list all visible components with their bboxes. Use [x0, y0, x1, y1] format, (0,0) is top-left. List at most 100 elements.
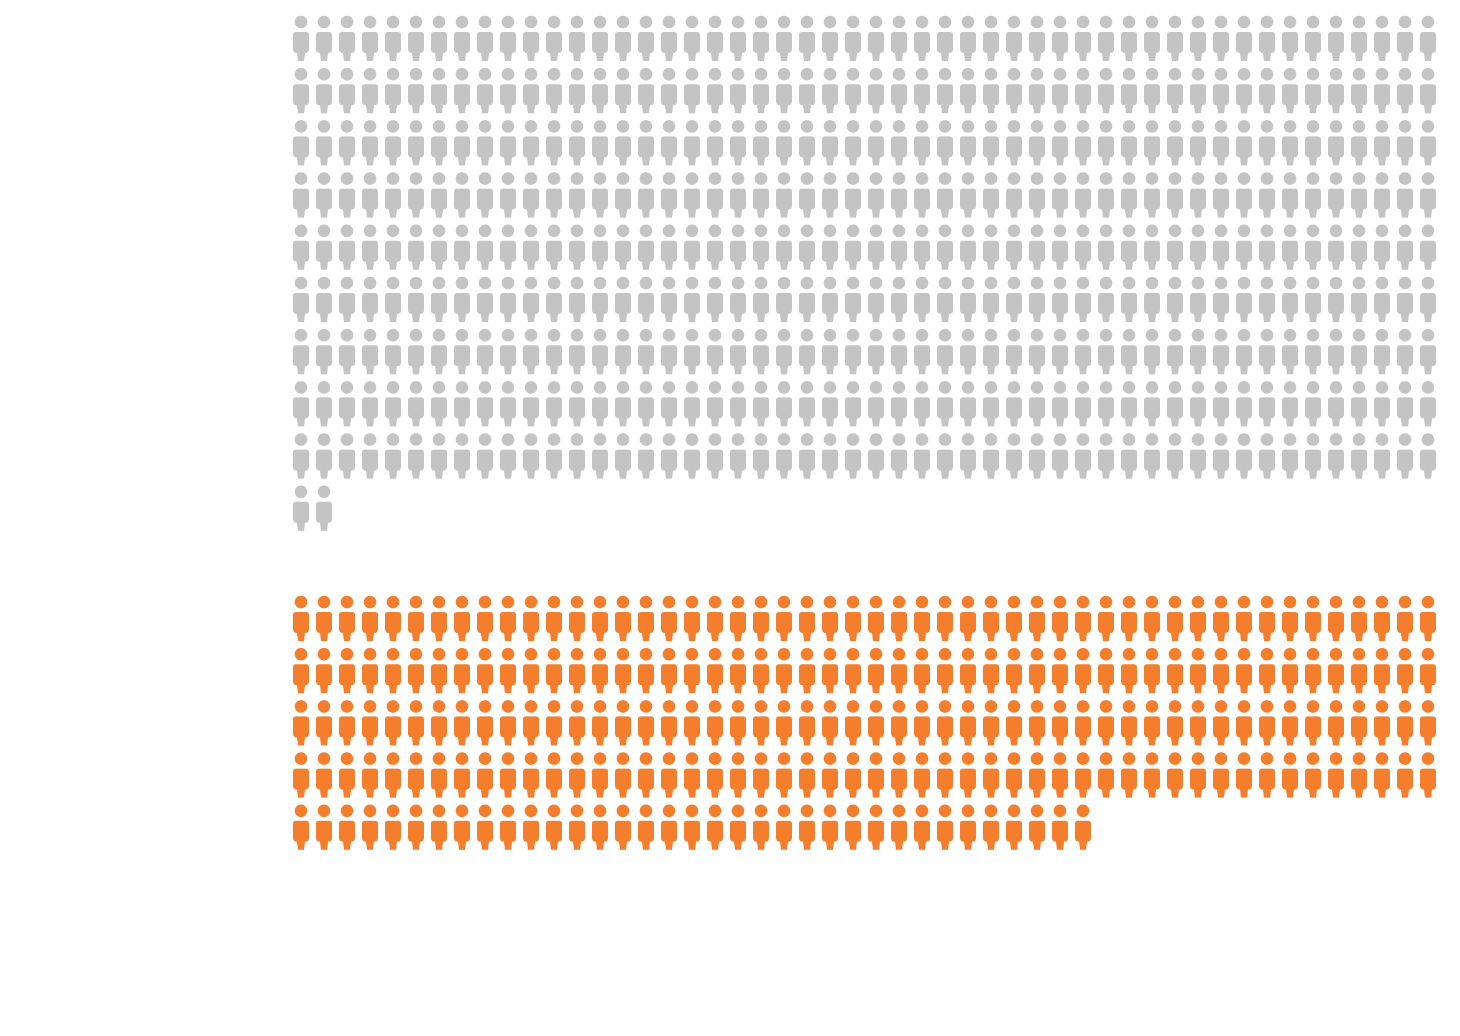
person-icon [776, 804, 792, 850]
person-icon [569, 328, 585, 375]
person-icon [500, 804, 516, 850]
person-icon [1075, 172, 1091, 218]
person-icon [385, 433, 401, 479]
person-icon [546, 276, 562, 322]
person-icon [1328, 381, 1344, 427]
person-icon [454, 433, 470, 479]
person-icon [891, 276, 907, 322]
person-icon [891, 700, 907, 746]
person-icon [431, 804, 447, 850]
person-icon [1029, 328, 1045, 375]
person-icon [339, 276, 355, 322]
person-icon [1006, 700, 1022, 746]
person-icon [431, 381, 447, 427]
person-icon [822, 595, 838, 641]
person-icon [638, 700, 654, 746]
person-icon [500, 224, 516, 270]
person-icon [339, 15, 355, 61]
person-icon [592, 647, 608, 694]
person-icon [431, 433, 447, 479]
person-icon [1075, 595, 1091, 641]
person-icon [316, 120, 332, 166]
person-icon [753, 224, 769, 270]
person-icon [316, 381, 332, 427]
person-icon [937, 433, 953, 479]
person-icon [1259, 433, 1275, 479]
person-icon [454, 120, 470, 166]
person-icon [1328, 433, 1344, 479]
person-icon [707, 224, 723, 270]
person-icon [339, 224, 355, 270]
person-icon [1282, 15, 1298, 61]
person-icon [730, 700, 746, 746]
person-icon [1282, 276, 1298, 322]
person-icon [408, 15, 424, 61]
person-icon [868, 381, 884, 427]
person-icon [546, 328, 562, 375]
person-icon [1397, 433, 1413, 479]
person-icon [684, 752, 700, 798]
person-icon [1213, 172, 1229, 218]
person-icon [822, 647, 838, 694]
person-icon [1052, 224, 1068, 270]
person-icon [1144, 433, 1160, 479]
person-icon [845, 120, 861, 166]
person-icon [1282, 433, 1298, 479]
person-icon [615, 700, 631, 746]
person-icon [1190, 172, 1206, 218]
person-icon [316, 224, 332, 270]
person-icon [730, 67, 746, 114]
person-icon [1397, 328, 1413, 375]
person-icon [1397, 276, 1413, 322]
person-icon [776, 120, 792, 166]
person-icon [1190, 595, 1206, 641]
person-icon [845, 172, 861, 218]
person-icon [1075, 276, 1091, 322]
person-icon [1006, 647, 1022, 694]
person-icon [822, 328, 838, 375]
person-icon [385, 328, 401, 375]
person-icon [1144, 67, 1160, 114]
person-icon [546, 172, 562, 218]
person-icon [1420, 752, 1436, 798]
person-icon [1236, 328, 1252, 375]
person-icon [408, 647, 424, 694]
person-icon [845, 381, 861, 427]
person-icon [638, 120, 654, 166]
person-icon [1167, 647, 1183, 694]
person-icon [983, 381, 999, 427]
person-icon [546, 804, 562, 850]
person-icon [1098, 381, 1114, 427]
person-icon [960, 804, 976, 850]
person-icon [707, 752, 723, 798]
person-icon [960, 67, 976, 114]
person-icon [914, 433, 930, 479]
person-icon [1006, 381, 1022, 427]
person-icon [776, 752, 792, 798]
person-icon [1420, 224, 1436, 270]
person-icon [592, 120, 608, 166]
person-icon [546, 752, 562, 798]
person-icon [1374, 752, 1390, 798]
person-icon [799, 381, 815, 427]
person-icon [1420, 647, 1436, 694]
person-icon [523, 67, 539, 114]
person-icon [1328, 276, 1344, 322]
person-icon [707, 15, 723, 61]
person-icon [1236, 381, 1252, 427]
person-icon [615, 15, 631, 61]
person-icon [615, 328, 631, 375]
person-icon [730, 381, 746, 427]
person-icon [362, 595, 378, 641]
person-icon [454, 224, 470, 270]
person-icon [1420, 700, 1436, 746]
person-icon [1397, 172, 1413, 218]
person-icon [730, 15, 746, 61]
person-icon [1374, 700, 1390, 746]
person-icon [1052, 595, 1068, 641]
person-icon [1144, 328, 1160, 375]
person-icon [339, 67, 355, 114]
person-icon [914, 67, 930, 114]
person-icon [1397, 381, 1413, 427]
person-icon [523, 15, 539, 61]
